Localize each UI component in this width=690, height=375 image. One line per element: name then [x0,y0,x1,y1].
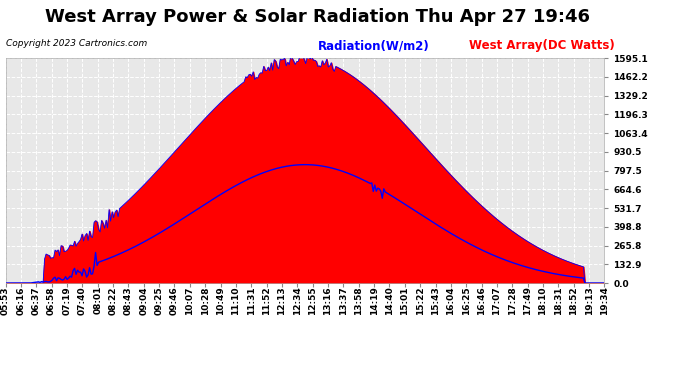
Text: 10:28: 10:28 [201,286,210,315]
Text: 06:16: 06:16 [17,286,26,315]
Text: 08:01: 08:01 [93,286,102,315]
Text: 10:07: 10:07 [186,286,195,315]
Text: 10:49: 10:49 [216,286,225,315]
Text: 12:55: 12:55 [308,286,317,315]
Text: 08:43: 08:43 [124,286,133,315]
Text: 15:01: 15:01 [400,286,409,315]
Text: 06:58: 06:58 [47,286,56,315]
Text: 07:40: 07:40 [78,286,87,315]
Text: 12:34: 12:34 [293,286,302,315]
Text: 16:04: 16:04 [446,286,455,315]
Text: 09:04: 09:04 [139,286,148,315]
Text: 15:22: 15:22 [415,286,424,315]
Text: 07:19: 07:19 [63,286,72,315]
Text: 06:37: 06:37 [32,286,41,315]
Text: 09:25: 09:25 [155,286,164,315]
Text: 17:49: 17:49 [523,286,532,315]
Text: Copyright 2023 Cartronics.com: Copyright 2023 Cartronics.com [6,39,147,48]
Text: 08:22: 08:22 [108,286,117,315]
Text: West Array(DC Watts): West Array(DC Watts) [469,39,615,53]
Text: 19:34: 19:34 [600,286,609,315]
Text: 15:43: 15:43 [431,286,440,315]
Text: 19:13: 19:13 [584,286,593,315]
Text: 14:19: 14:19 [370,286,379,315]
Text: 05:53: 05:53 [1,286,10,315]
Text: 18:31: 18:31 [554,286,563,315]
Text: 13:16: 13:16 [324,286,333,315]
Text: Radiation(W/m2): Radiation(W/m2) [317,39,429,53]
Text: 16:46: 16:46 [477,286,486,315]
Text: 11:31: 11:31 [247,286,256,315]
Text: 14:40: 14:40 [385,286,394,315]
Text: 11:10: 11:10 [231,286,240,315]
Text: 18:10: 18:10 [538,286,547,315]
Text: 17:07: 17:07 [493,286,502,315]
Text: 09:46: 09:46 [170,286,179,315]
Text: 13:58: 13:58 [354,286,363,315]
Text: 18:52: 18:52 [569,286,578,315]
Text: 17:28: 17:28 [508,286,517,315]
Text: 11:52: 11:52 [262,286,271,315]
Text: West Array Power & Solar Radiation Thu Apr 27 19:46: West Array Power & Solar Radiation Thu A… [45,8,590,26]
Text: 13:37: 13:37 [339,286,348,315]
Text: 16:25: 16:25 [462,286,471,315]
Text: 12:13: 12:13 [277,286,286,315]
